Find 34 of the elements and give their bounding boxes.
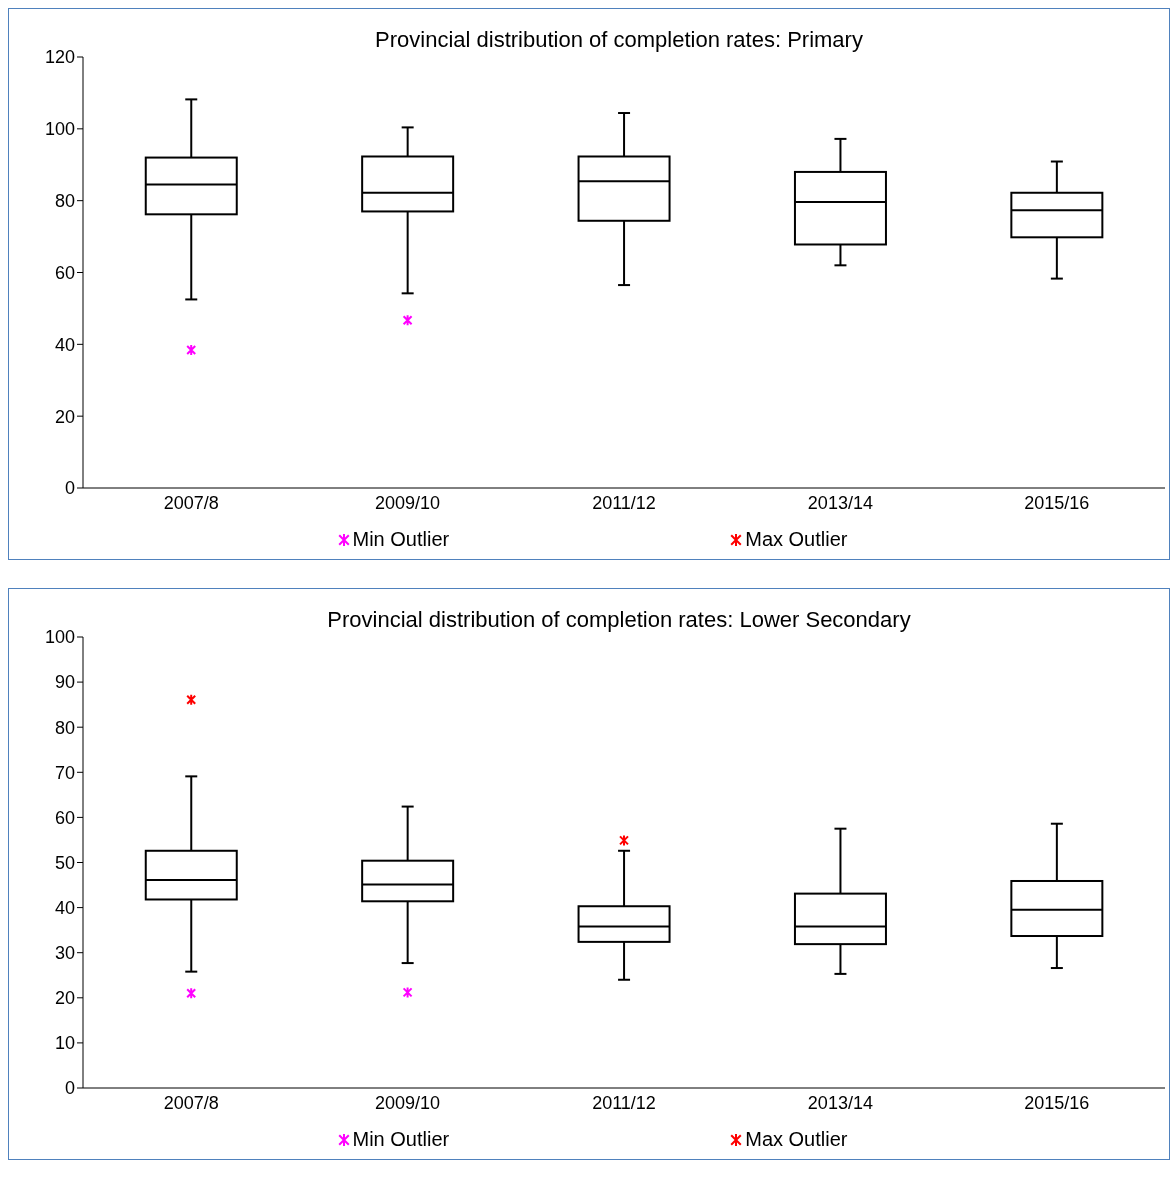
y-tick-label: 90 bbox=[54, 672, 75, 693]
legend-label: Max Outlier bbox=[745, 528, 848, 551]
x-tick-label: 2013/14 bbox=[807, 1092, 873, 1113]
x-tick-label: 2009/10 bbox=[375, 1092, 441, 1113]
x-tick-label: 2015/16 bbox=[1024, 1092, 1090, 1113]
legend-label: Max Outlier bbox=[745, 1128, 848, 1151]
y-tick-label: 20 bbox=[54, 406, 75, 427]
y-tick-label: 70 bbox=[54, 762, 75, 783]
y-tick-label: 80 bbox=[54, 191, 75, 212]
y-tick-label: 60 bbox=[54, 807, 75, 828]
legend-label: Min Outlier bbox=[352, 528, 450, 551]
y-tick-label: 60 bbox=[54, 262, 75, 283]
x-tick-label: 2013/14 bbox=[807, 492, 873, 513]
x-tick-label: 2011/12 bbox=[592, 492, 656, 513]
chart-title: Provincial distribution of completion rates: Lower Secondary bbox=[327, 607, 911, 632]
y-tick-label: 80 bbox=[54, 717, 75, 738]
chart-title: Provincial distribution of completion rates: Primary bbox=[375, 27, 863, 52]
y-tick-label: 40 bbox=[54, 897, 75, 918]
y-tick-label: 10 bbox=[54, 1033, 75, 1054]
y-tick-label: 100 bbox=[44, 119, 75, 140]
y-tick-label: 50 bbox=[54, 852, 75, 873]
y-tick-label: 0 bbox=[64, 478, 75, 499]
x-tick-label: 2009/10 bbox=[375, 492, 441, 513]
legend-label: Min Outlier bbox=[352, 1128, 450, 1151]
x-tick-label: 2011/12 bbox=[592, 1092, 656, 1113]
y-tick-label: 0 bbox=[64, 1078, 75, 1099]
y-tick-label: 30 bbox=[54, 943, 75, 964]
x-tick-label: 2007/8 bbox=[163, 492, 219, 513]
x-tick-label: 2015/16 bbox=[1024, 492, 1090, 513]
y-tick-label: 20 bbox=[54, 988, 75, 1009]
y-tick-label: 120 bbox=[44, 47, 75, 68]
x-tick-label: 2007/8 bbox=[163, 1092, 219, 1113]
y-tick-label: 100 bbox=[44, 627, 75, 648]
y-tick-label: 40 bbox=[54, 334, 75, 355]
